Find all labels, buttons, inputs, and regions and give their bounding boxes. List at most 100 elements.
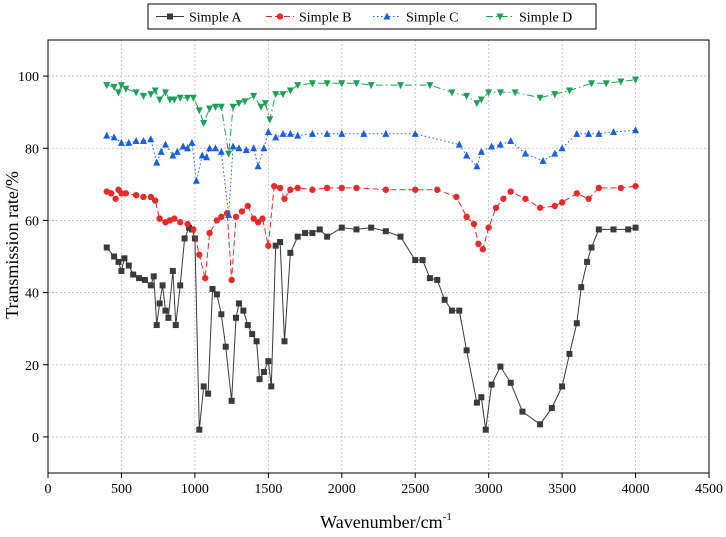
data-point-simple-a	[482, 426, 489, 433]
data-point-simple-d	[338, 80, 346, 88]
data-point-simple-a	[338, 224, 345, 231]
data-point-simple-c	[595, 129, 603, 137]
data-point-simple-d	[272, 91, 280, 99]
data-point-simple-a	[205, 390, 212, 397]
data-point-simple-c	[103, 131, 111, 139]
y-axis-label: Transmission rate/%	[2, 171, 22, 319]
x-tick-label: 500	[111, 482, 132, 497]
data-point-simple-a	[228, 397, 235, 404]
data-point-simple-a	[281, 338, 288, 345]
data-point-simple-a	[249, 331, 256, 338]
data-point-simple-b	[463, 213, 470, 221]
data-point-simple-b	[573, 190, 580, 197]
data-point-simple-a	[233, 314, 240, 321]
data-point-simple-d	[632, 76, 640, 84]
data-point-simple-d	[166, 96, 174, 104]
data-point-simple-d	[511, 89, 519, 97]
data-point-simple-b	[412, 186, 419, 193]
data-point-simple-b	[632, 182, 639, 190]
data-point-simple-c	[488, 142, 496, 150]
data-point-simple-c	[254, 162, 262, 170]
series-layer	[103, 76, 640, 433]
data-point-simple-a	[463, 347, 470, 354]
x-tick-label: 2000	[328, 482, 356, 497]
data-point-simple-b	[201, 274, 209, 282]
data-point-simple-c	[455, 140, 463, 148]
data-point-simple-d	[426, 82, 434, 90]
data-point-simple-a	[309, 230, 316, 237]
data-point-simple-d	[323, 80, 331, 88]
data-point-simple-a	[584, 258, 591, 265]
plot-frame	[47, 39, 710, 474]
data-point-simple-b	[177, 219, 184, 226]
data-point-simple-a	[277, 239, 284, 246]
data-point-simple-d	[257, 103, 265, 111]
data-point-simple-d	[367, 82, 375, 90]
y-tick-label: 20	[25, 359, 39, 374]
data-point-simple-b	[353, 184, 360, 192]
data-point-simple-a	[260, 368, 267, 375]
data-point-simple-c	[264, 128, 272, 136]
data-point-simple-c	[132, 137, 140, 145]
data-point-simple-b	[294, 184, 301, 192]
data-point-simple-b	[213, 217, 221, 224]
data-point-simple-a	[196, 426, 203, 433]
x-axis-label-text: Wavenumber/cm	[320, 512, 443, 532]
data-point-simple-a	[130, 271, 137, 278]
data-point-simple-b	[585, 195, 592, 202]
data-point-simple-d	[103, 82, 111, 90]
data-point-simple-a	[235, 300, 242, 307]
data-point-simple-c	[184, 144, 192, 152]
y-tick-label: 60	[25, 214, 39, 229]
data-point-simple-d	[147, 91, 155, 99]
data-point-simple-c	[162, 140, 170, 148]
data-point-simple-b	[228, 276, 235, 284]
data-point-simple-c	[179, 142, 187, 150]
data-point-simple-d	[139, 92, 147, 100]
data-point-simple-a	[397, 233, 404, 240]
data-point-simple-b	[617, 184, 625, 192]
data-point-simple-d	[151, 87, 159, 95]
data-point-simple-b	[140, 193, 147, 201]
x-tick-label: 1500	[254, 482, 282, 497]
data-point-simple-c	[272, 133, 280, 141]
data-point-simple-c	[188, 138, 196, 146]
data-point-simple-a	[177, 282, 184, 289]
data-point-simple-a	[566, 350, 573, 357]
data-point-simple-c	[521, 149, 529, 157]
data-point-simple-d	[496, 89, 504, 97]
data-point-simple-d	[156, 96, 164, 104]
data-point-simple-d	[122, 85, 130, 93]
data-point-simple-d	[250, 92, 258, 100]
data-point-simple-b	[112, 195, 119, 202]
data-point-simple-d	[235, 100, 243, 108]
data-point-simple-c	[585, 129, 593, 137]
data-point-simple-a	[537, 421, 544, 428]
data-point-simple-d	[206, 105, 214, 113]
data-point-simple-c	[235, 144, 243, 152]
data-point-simple-c	[139, 137, 147, 145]
data-point-simple-a	[268, 383, 275, 390]
legend-item-simple-b: Simple B	[266, 11, 352, 26]
legend-item-simple-c: Simple C	[373, 11, 459, 26]
data-point-simple-d	[602, 80, 610, 88]
legend-swatch-marker	[276, 13, 284, 20]
data-point-simple-c	[203, 153, 211, 161]
data-point-simple-c	[110, 133, 118, 141]
data-point-simple-d	[617, 78, 625, 86]
data-point-simple-d	[473, 100, 481, 108]
data-point-simple-d	[477, 96, 485, 104]
data-point-simple-c	[279, 129, 287, 137]
data-point-simple-c	[225, 211, 233, 219]
data-point-simple-a	[169, 267, 176, 274]
data-point-simple-d	[485, 89, 493, 97]
grid	[48, 40, 709, 473]
data-point-simple-c	[117, 138, 125, 146]
series-simple-d	[103, 76, 640, 158]
data-point-simple-b	[118, 190, 125, 197]
data-point-simple-b	[238, 208, 246, 215]
data-point-simple-a	[488, 381, 495, 388]
series-simple-c	[103, 126, 640, 219]
data-point-simple-a	[426, 275, 433, 282]
data-point-simple-a	[573, 320, 580, 327]
